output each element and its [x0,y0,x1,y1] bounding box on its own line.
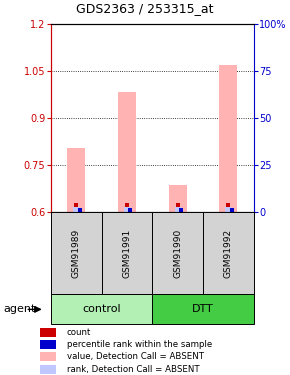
Bar [40,365,55,375]
Text: count: count [67,328,91,337]
Text: GSM91991: GSM91991 [122,228,131,278]
Bar [152,212,203,294]
Text: GSM91989: GSM91989 [72,228,81,278]
Bar [152,294,254,324]
Text: percentile rank within the sample: percentile rank within the sample [67,340,212,349]
Text: agent: agent [3,304,35,314]
Bar [118,92,136,212]
Bar [102,212,152,294]
Text: control: control [82,304,121,314]
Bar [40,328,55,337]
Bar [51,294,152,324]
Text: GDS2363 / 253315_at: GDS2363 / 253315_at [76,2,214,15]
Bar [67,148,85,212]
Bar [51,212,102,294]
Text: DTT: DTT [192,304,214,314]
Bar [169,185,186,212]
Text: rank, Detection Call = ABSENT: rank, Detection Call = ABSENT [67,365,200,374]
Text: GSM91992: GSM91992 [224,228,233,278]
Bar [220,65,237,212]
Bar [40,352,55,362]
Bar [40,340,55,349]
Text: value, Detection Call = ABSENT: value, Detection Call = ABSENT [67,352,204,361]
Text: GSM91990: GSM91990 [173,228,182,278]
Bar [203,212,254,294]
